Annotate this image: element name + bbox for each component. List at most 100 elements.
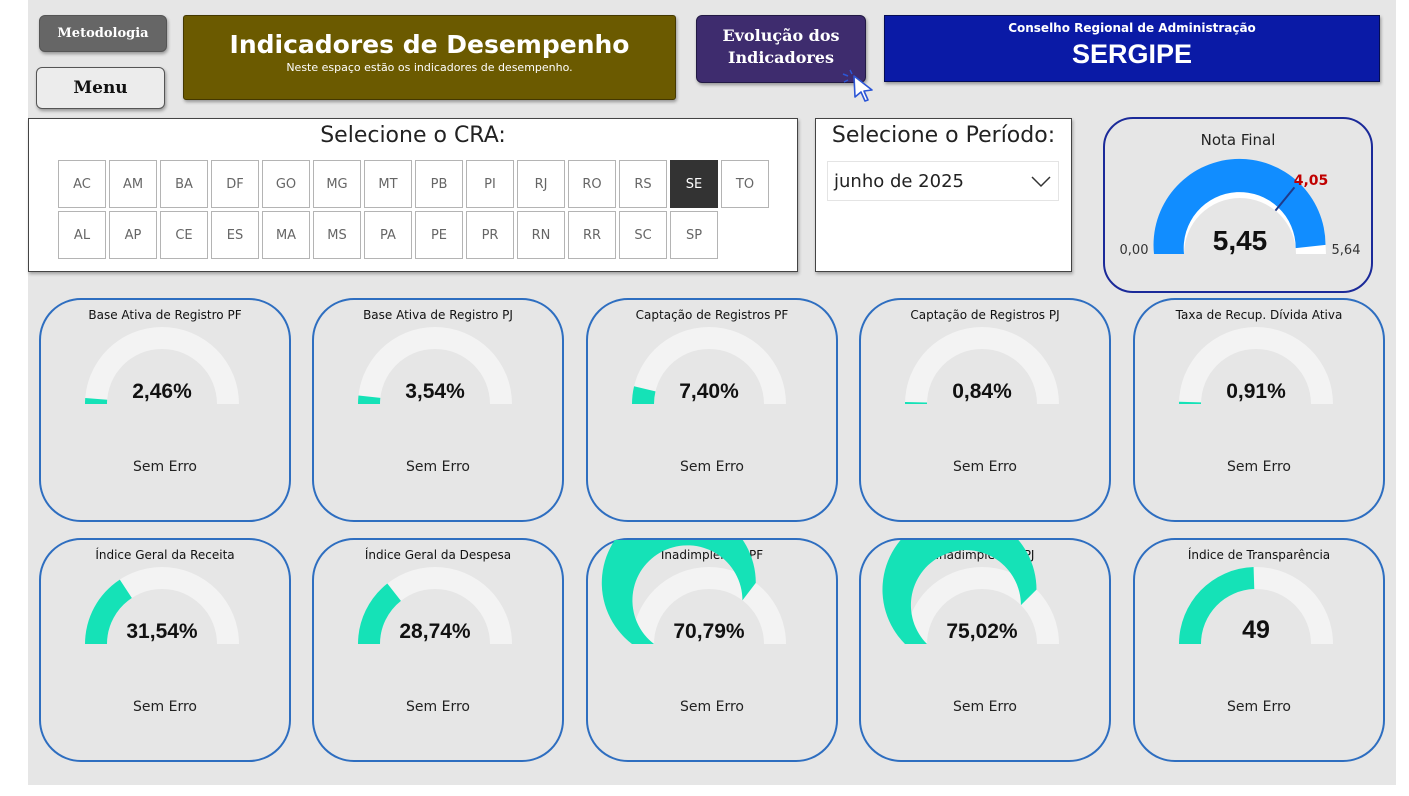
indicator-value: 49 [1242, 616, 1270, 644]
gauge-track [905, 327, 1059, 404]
cra-button-go[interactable]: GO [262, 160, 310, 208]
nota-gauge-max-label: 5,64 [1332, 243, 1361, 258]
gauge-fill [601, 540, 756, 644]
cra-button-ms[interactable]: MS [313, 211, 361, 259]
indicator-gauge: 70,79% [601, 540, 786, 644]
pointer-cursor-icon [842, 69, 873, 102]
periodo-selector-title: Selecione o Período: [831, 123, 1056, 148]
cra-button-es[interactable]: ES [211, 211, 259, 259]
indicator-card: Taxa de Recup. Dívida Ativa 0,91% Sem Erro [1133, 298, 1385, 522]
cra-button-ro[interactable]: RO [568, 160, 616, 208]
cra-button-ma[interactable]: MA [262, 211, 310, 259]
cra-button-ce[interactable]: CE [160, 211, 208, 259]
indicator-status: Sem Erro [406, 699, 470, 715]
indicator-value: 2,46% [132, 380, 192, 403]
gauge-fill [632, 386, 656, 404]
page-title: Indicadores de Desempenho [229, 30, 630, 59]
cra-button-mg[interactable]: MG [313, 160, 361, 208]
indicator-value: 75,02% [946, 620, 1018, 643]
indicator-card: Base Ativa de Registro PJ 3,54% Sem Erro [312, 298, 564, 522]
cra-button-rr[interactable]: RR [568, 211, 616, 259]
nota-final-card: Nota Final 4,05 5,45 0,00 5,64 [1103, 117, 1373, 293]
indicator-card: Inadimplência PJ 75,02% Sem Erro [859, 538, 1111, 762]
indicator-value: 7,40% [679, 380, 739, 403]
gauge-fill [905, 401, 928, 404]
page-header: Indicadores de Desempenho Neste espaço e… [183, 15, 676, 100]
cra-button-pr[interactable]: PR [466, 211, 514, 259]
conselho-title: Conselho Regional de Administração [1008, 21, 1256, 35]
page-subtitle: Neste espaço estão os indicadores de des… [286, 61, 573, 74]
indicator-gauge: 0,84% [905, 327, 1059, 404]
gauge-fill [358, 583, 401, 644]
indicator-card-title: Base Ativa de Registro PJ [363, 308, 513, 322]
nota-gauge-target-marker [1274, 186, 1296, 212]
evolucao-label-line2: Indicadores [728, 48, 834, 67]
menu-button[interactable]: Menu [36, 67, 165, 109]
conselho-banner: Conselho Regional de Administração SERGI… [884, 15, 1380, 82]
periodo-selected-value: junho de 2025 [834, 171, 964, 192]
indicator-status: Sem Erro [406, 459, 470, 475]
nota-final-gauge: 4,05 5,45 0,00 5,64 [1120, 158, 1361, 258]
evolucao-indicadores-button[interactable]: Evolução dos Indicadores [696, 15, 866, 83]
gauge-fill [85, 398, 108, 404]
cra-button-rn[interactable]: RN [517, 211, 565, 259]
indicator-value: 0,91% [1226, 380, 1286, 403]
cra-button-pb[interactable]: PB [415, 160, 463, 208]
gauge-fill [1179, 401, 1202, 404]
gauge-fill [358, 395, 381, 404]
indicator-card-title: Índice de Transparência [1187, 548, 1331, 562]
periodo-selector-panel: Selecione o Período: junho de 2025 [815, 118, 1072, 272]
evolucao-label-line1: Evolução dos [722, 26, 840, 45]
indicator-status: Sem Erro [133, 459, 197, 475]
indicator-status: Sem Erro [1227, 699, 1291, 715]
cra-button-pa[interactable]: PA [364, 211, 412, 259]
indicator-status: Sem Erro [680, 699, 744, 715]
indicator-card: Base Ativa de Registro PF 2,46% Sem Erro [39, 298, 291, 522]
cra-selector-panel: Selecione o CRA: AC AM BA DF GO MG MT PB PI RJ RO R… [28, 118, 798, 272]
nota-gauge-target-label: 4,05 [1294, 173, 1329, 189]
cra-button-rs[interactable]: RS [619, 160, 667, 208]
cra-button-ac[interactable]: AC [58, 160, 106, 208]
cra-button-mt[interactable]: MT [364, 160, 412, 208]
indicator-value: 70,79% [673, 620, 745, 643]
cra-button-pe[interactable]: PE [415, 211, 463, 259]
indicator-card: Índice Geral da Receita 31,54% Sem Erro [39, 538, 291, 762]
cra-button-sp[interactable]: SP [670, 211, 718, 259]
indicator-card-title: Taxa de Recup. Dívida Ativa [1175, 308, 1343, 322]
indicator-gauge: 7,40% [632, 327, 786, 404]
gauge-track [632, 327, 786, 404]
cra-button-se[interactable]: SE [670, 160, 718, 208]
periodo-dropdown[interactable]: junho de 2025 [827, 161, 1059, 201]
indicator-status: Sem Erro [953, 459, 1017, 475]
indicator-gauge: 49 [1179, 567, 1333, 644]
cra-button-rj[interactable]: RJ [517, 160, 565, 208]
indicator-card: Índice de Transparência 49 Sem Erro [1133, 538, 1385, 762]
cra-button-to[interactable]: TO [721, 160, 769, 208]
cra-button-ba[interactable]: BA [160, 160, 208, 208]
gauge-track [1179, 327, 1333, 404]
indicator-card-title: Captação de Registros PF [635, 308, 789, 322]
indicator-card: Captação de Registros PJ 0,84% Sem Erro [859, 298, 1111, 522]
indicator-card-title: Índice Geral da Despesa [364, 548, 512, 562]
cra-button-pi[interactable]: PI [466, 160, 514, 208]
indicator-card-title: Base Ativa de Registro PF [88, 308, 242, 322]
indicator-value: 0,84% [952, 380, 1012, 403]
cra-button-df[interactable]: DF [211, 160, 259, 208]
indicator-status: Sem Erro [953, 699, 1017, 715]
nota-gauge-min-label: 0,00 [1120, 243, 1149, 258]
cra-button-al[interactable]: AL [58, 211, 106, 259]
indicator-card: Índice Geral da Despesa 28,74% Sem Erro [312, 538, 564, 762]
indicator-gauge: 75,02% [882, 540, 1059, 644]
cra-selector-title: Selecione o CRA: [320, 123, 506, 148]
cra-button-ap[interactable]: AP [109, 211, 157, 259]
gauge-track [85, 327, 239, 404]
metodologia-button[interactable]: Metodologia [39, 15, 167, 52]
indicator-gauge: 31,54% [85, 567, 239, 644]
cra-button-am[interactable]: AM [109, 160, 157, 208]
nota-final-title: Nota Final [1200, 131, 1276, 149]
cra-button-sc[interactable]: SC [619, 211, 667, 259]
conselho-state: SERGIPE [1071, 39, 1193, 69]
indicator-status: Sem Erro [1227, 459, 1291, 475]
gauge-fill [882, 540, 1037, 644]
gauge-fill [1179, 567, 1255, 644]
